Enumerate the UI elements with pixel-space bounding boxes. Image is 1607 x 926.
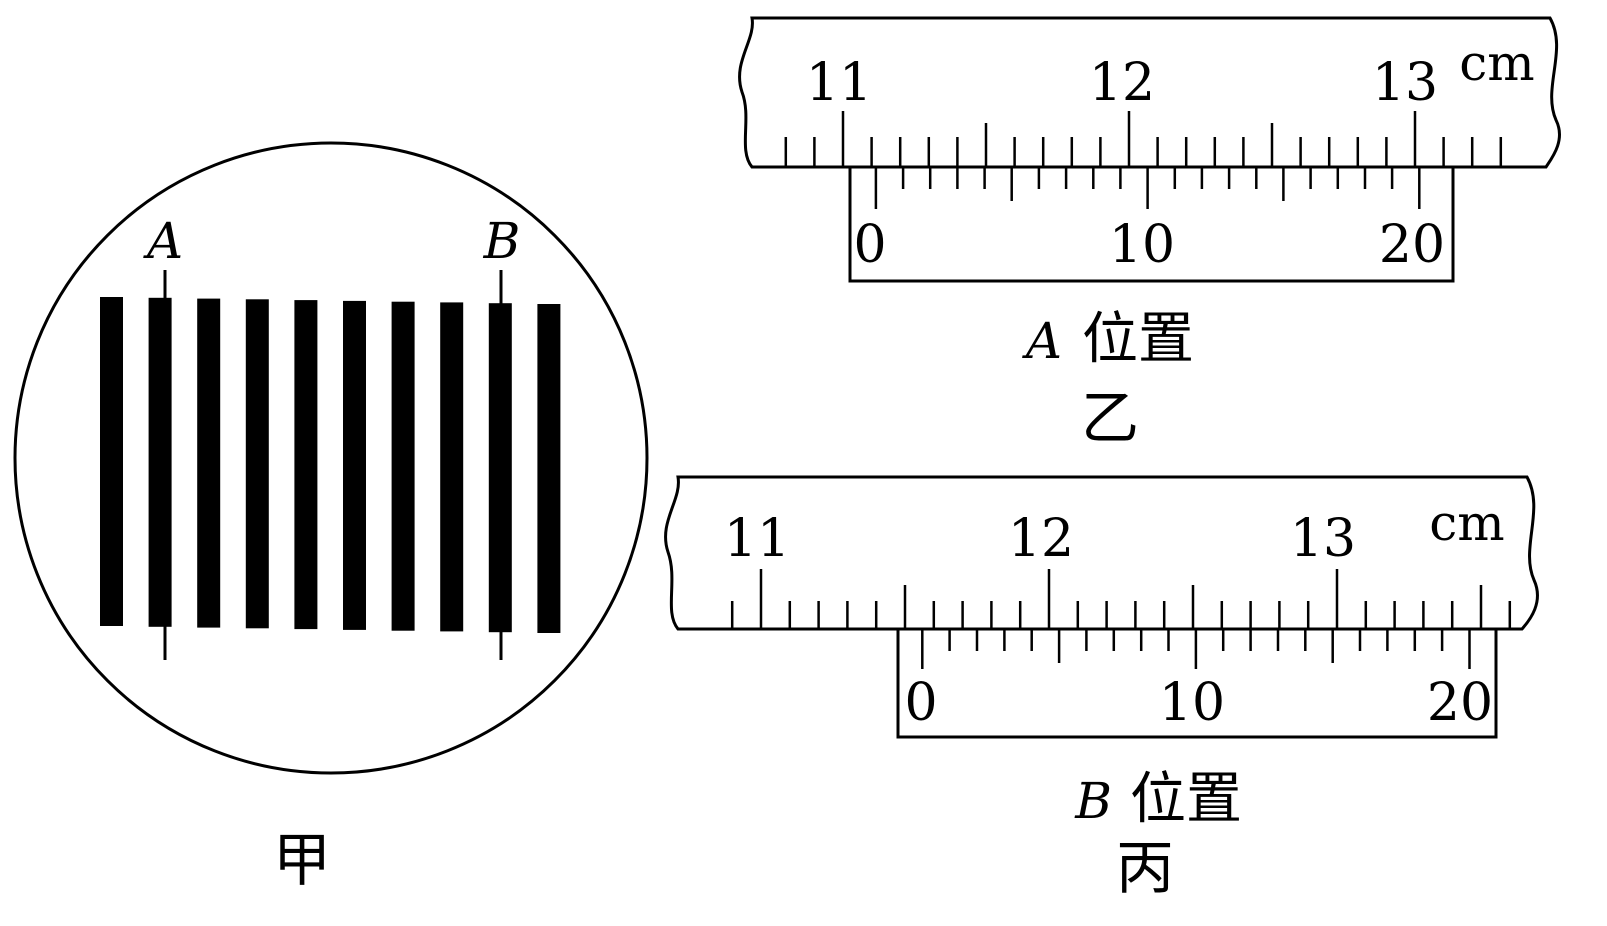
- field-of-view-circle: [13, 141, 649, 775]
- figure-jia: A B 甲: [13, 141, 649, 894]
- figure-bing: 11 12 13 cm 0 10 20 B 位置 丙: [664, 475, 1539, 902]
- main-scale-ticks: [730, 569, 1512, 629]
- fringe-8: [440, 302, 464, 632]
- figure-yi-caption: 乙: [1081, 384, 1139, 452]
- position-letter-b: B: [1074, 772, 1112, 830]
- main-scale-body: [664, 475, 1539, 631]
- unit-label: cm: [1459, 34, 1534, 92]
- interference-fringes: [100, 297, 561, 633]
- vernier-label-10: 10: [1109, 215, 1175, 275]
- vernier-label-0: 0: [904, 673, 937, 733]
- fringe-3: [197, 298, 221, 628]
- marker-b-label: B: [483, 212, 521, 270]
- figure-jia-caption: 甲: [273, 826, 331, 894]
- vernier-label-0: 0: [853, 215, 886, 275]
- position-word: 位置: [1082, 307, 1194, 372]
- vernier-label-20: 20: [1427, 673, 1493, 733]
- figure-bing-caption: 丙: [1116, 834, 1174, 902]
- fringe-6: [343, 300, 366, 630]
- position-word: 位置: [1130, 767, 1242, 832]
- fringe-7: [391, 301, 415, 631]
- main-scale-label-11: 11: [724, 509, 790, 569]
- main-scale-label-12: 12: [1089, 53, 1155, 113]
- main-scale-label-11: 11: [806, 53, 872, 113]
- fringe-4: [245, 299, 269, 629]
- fringe-10: [537, 304, 561, 633]
- vernier-scale-ticks: [921, 629, 1471, 669]
- main-scale-label-13: 13: [1372, 53, 1438, 113]
- vernier-label-10: 10: [1159, 673, 1225, 733]
- main-scale-label-13: 13: [1290, 509, 1356, 569]
- unit-label: cm: [1429, 494, 1504, 552]
- position-letter-a: A: [1022, 312, 1062, 370]
- main-scale-ticks: [784, 111, 1503, 167]
- marker-a-label: A: [143, 212, 183, 270]
- fringe-2: [148, 297, 172, 627]
- fringe-1: [100, 297, 123, 626]
- vernier-scale-ticks: [874, 167, 1421, 209]
- vernier-slider: [848, 165, 1455, 283]
- main-scale-label-12: 12: [1008, 509, 1074, 569]
- vernier-label-20: 20: [1379, 215, 1445, 275]
- fringe-5: [294, 300, 318, 630]
- figure-yi: 11 12 13 cm 0 10 20 A 位置 乙: [738, 16, 1561, 452]
